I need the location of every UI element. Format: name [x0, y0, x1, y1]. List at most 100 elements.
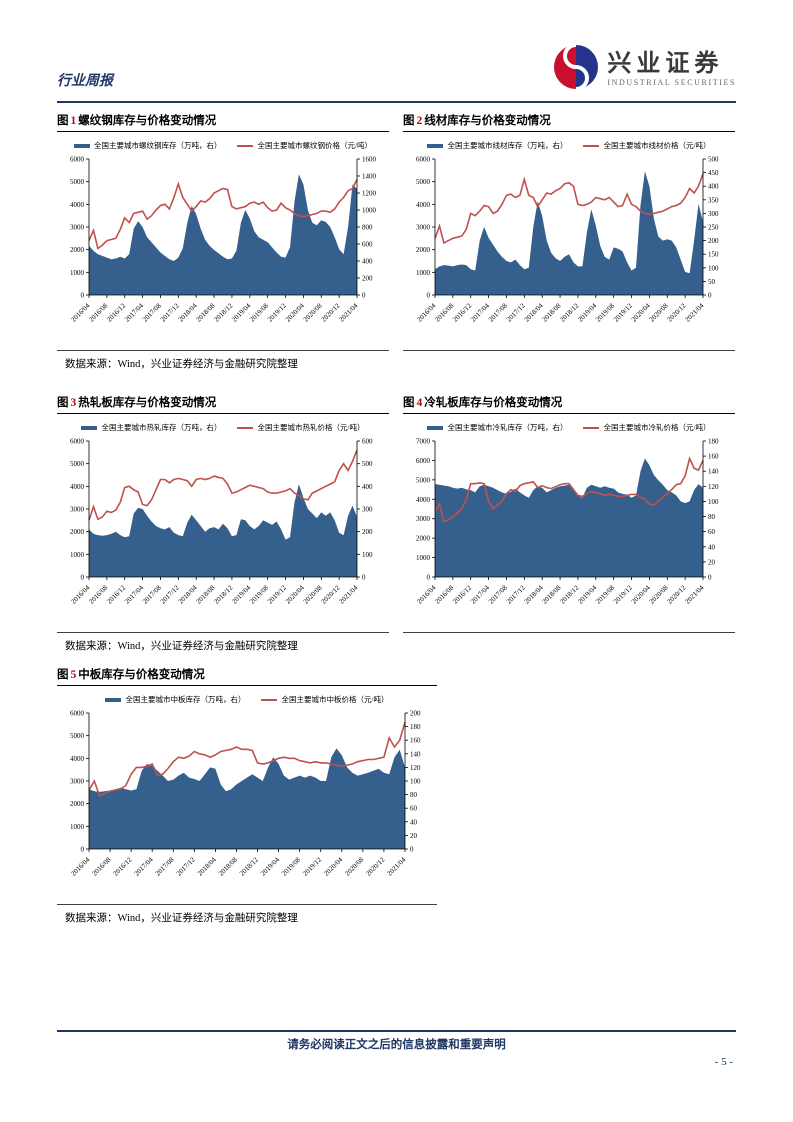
- chart-row-2: 图 3 热轧板库存与价格变动情况 全国主要城市热轧库存（万吨，右） 全国主要城市热轧…: [57, 394, 735, 653]
- svg-text:100: 100: [708, 264, 719, 272]
- svg-text:2021/04: 2021/04: [684, 301, 706, 323]
- svg-text:80: 80: [410, 791, 418, 799]
- footer-disclaimer: 请务必阅读正文之后的信息披露和重要声明: [287, 1039, 506, 1051]
- svg-text:6000: 6000: [416, 457, 431, 465]
- svg-text:1000: 1000: [362, 207, 377, 215]
- svg-text:2021/04: 2021/04: [386, 855, 408, 877]
- svg-text:0: 0: [362, 574, 366, 582]
- svg-text:4000: 4000: [416, 201, 431, 209]
- line-legend-swatch: [583, 144, 600, 147]
- svg-text:200: 200: [362, 275, 373, 283]
- svg-text:40: 40: [410, 818, 418, 826]
- svg-text:200: 200: [410, 710, 421, 718]
- figure-4-plot: 0 1000 2000 3000 4000 5000 6000 7000 0 20 40 60 80 10…: [403, 435, 735, 632]
- svg-text:140: 140: [410, 750, 421, 758]
- svg-text:160: 160: [708, 453, 719, 461]
- figure-3: 图 3 热轧板库存与价格变动情况 全国主要城市热轧库存（万吨，右） 全国主要城市热轧…: [57, 394, 389, 653]
- figure-2: 图 2 线材库存与价格变动情况 全国主要城市线材库存（万吨，右） 全国主要城市线材价…: [403, 112, 735, 371]
- area-legend-swatch: [105, 697, 122, 702]
- svg-text:3000: 3000: [70, 778, 85, 786]
- svg-text:60: 60: [708, 528, 716, 536]
- figure-5-legend: 全国主要城市中板库存（万吨，右） 全国主要城市中板价格（元/吨）: [57, 694, 437, 705]
- svg-text:2018/08: 2018/08: [217, 855, 239, 877]
- price-line-series: [88, 449, 358, 521]
- svg-text:140: 140: [708, 468, 719, 476]
- svg-text:800: 800: [362, 224, 373, 232]
- svg-text:20: 20: [410, 832, 418, 840]
- inventory-area-series: [435, 458, 703, 577]
- svg-text:1200: 1200: [362, 190, 377, 198]
- line-legend-swatch: [237, 144, 254, 147]
- svg-text:40: 40: [708, 543, 716, 551]
- svg-text:5000: 5000: [70, 178, 85, 186]
- figure-2-legend: 全国主要城市线材库存（万吨，右） 全国主要城市线材价格（元/吨）: [403, 140, 735, 151]
- figure-1: 图 1 螺纹钢库存与价格变动情况 全国主要城市螺纹钢库存（万吨，右） 全国主要城市螺…: [57, 112, 389, 371]
- figure-1-legend: 全国主要城市螺纹钢库存（万吨，右） 全国主要城市螺纹钢价格（元/吨）: [57, 140, 389, 151]
- svg-text:2018/04: 2018/04: [196, 855, 218, 877]
- svg-text:2000: 2000: [416, 246, 431, 254]
- figure-1-plot: 0 1000 2000 3000 4000 5000 6000 0 200 400 600 800 10…: [57, 153, 389, 350]
- svg-text:0: 0: [427, 292, 431, 300]
- line-legend-swatch: [261, 698, 278, 701]
- svg-text:200: 200: [362, 528, 373, 536]
- footer-divider: [57, 1030, 736, 1032]
- page-number: - 5 -: [714, 1056, 733, 1068]
- brand-name-en: INDUSTRIAL SECURITIES: [607, 78, 736, 87]
- svg-text:5000: 5000: [70, 732, 85, 740]
- figure-2-plot: 0 1000 2000 3000 4000 5000 6000 0 50 100 150 200 250…: [403, 153, 735, 350]
- svg-text:5000: 5000: [416, 178, 431, 186]
- figure-1-title: 图 1 螺纹钢库存与价格变动情况: [57, 112, 389, 132]
- svg-text:600: 600: [362, 241, 373, 249]
- svg-text:3000: 3000: [70, 506, 85, 514]
- svg-text:0: 0: [81, 846, 85, 854]
- figure-4: 图 4 冷轧板库存与价格变动情况 全国主要城市冷轧库存（万吨，右） 全国主要城市冷轧…: [403, 394, 735, 653]
- svg-text:400: 400: [708, 183, 719, 191]
- figure-5-source: 数据来源：Wind，兴业证券经济与金融研究院整理: [65, 913, 298, 924]
- svg-text:2019/04: 2019/04: [259, 855, 281, 877]
- figure-3-legend: 全国主要城市热轧库存（万吨，右） 全国主要城市热轧价格（元/吨）: [57, 422, 389, 433]
- svg-text:1000: 1000: [70, 551, 85, 559]
- svg-text:1000: 1000: [416, 269, 431, 277]
- svg-text:2000: 2000: [70, 800, 85, 808]
- svg-text:2020/04: 2020/04: [322, 855, 344, 877]
- svg-text:100: 100: [708, 498, 719, 506]
- price-line-series: [434, 456, 704, 523]
- svg-text:2019/08: 2019/08: [280, 855, 302, 877]
- svg-text:120: 120: [410, 764, 421, 772]
- svg-text:6000: 6000: [416, 156, 431, 164]
- svg-text:2020/12: 2020/12: [364, 855, 386, 877]
- figure-4-title: 图 4 冷轧板库存与价格变动情况: [403, 394, 735, 414]
- svg-text:2021/04: 2021/04: [338, 301, 360, 323]
- figure-3-title: 图 3 热轧板库存与价格变动情况: [57, 394, 389, 414]
- svg-text:400: 400: [362, 258, 373, 266]
- svg-text:5000: 5000: [416, 476, 431, 484]
- chart-svg: 0 1000 2000 3000 4000 5000 6000 0 50 100 150 200 250…: [416, 156, 719, 324]
- svg-text:0: 0: [708, 292, 712, 300]
- line-legend-swatch: [237, 426, 254, 429]
- svg-text:0: 0: [81, 292, 85, 300]
- svg-text:1400: 1400: [362, 173, 377, 181]
- header-divider: [57, 101, 736, 103]
- svg-text:2016/12: 2016/12: [112, 855, 134, 877]
- brand-swirl-icon: [553, 43, 599, 95]
- svg-text:120: 120: [708, 483, 719, 491]
- brand-logo: 兴业证券 INDUSTRIAL SECURITIES: [553, 43, 736, 95]
- svg-text:3000: 3000: [70, 224, 85, 232]
- svg-text:2016/08: 2016/08: [91, 855, 113, 877]
- svg-text:5000: 5000: [70, 460, 85, 468]
- svg-text:250: 250: [708, 224, 719, 232]
- svg-text:160: 160: [410, 737, 421, 745]
- inventory-area-series: [435, 171, 703, 295]
- svg-text:2016/04: 2016/04: [70, 855, 92, 877]
- svg-text:4000: 4000: [70, 201, 85, 209]
- figure-5: 图 5 中板库存与价格变动情况 全国主要城市中板库存（万吨，右） 全国主要城市中板价…: [57, 666, 437, 925]
- figure-2-title: 图 2 线材库存与价格变动情况: [403, 112, 735, 132]
- svg-text:2000: 2000: [70, 528, 85, 536]
- chart-svg: 0 1000 2000 3000 4000 5000 6000 0 20 40 60 80 100 120…: [70, 710, 421, 878]
- svg-text:1000: 1000: [70, 823, 85, 831]
- svg-text:2021/04: 2021/04: [338, 583, 360, 605]
- area-legend-swatch: [73, 143, 90, 148]
- svg-text:4000: 4000: [70, 483, 85, 491]
- figure-3-source: 数据来源：Wind，兴业证券经济与金融研究院整理: [65, 641, 298, 652]
- price-line-series: [88, 179, 358, 250]
